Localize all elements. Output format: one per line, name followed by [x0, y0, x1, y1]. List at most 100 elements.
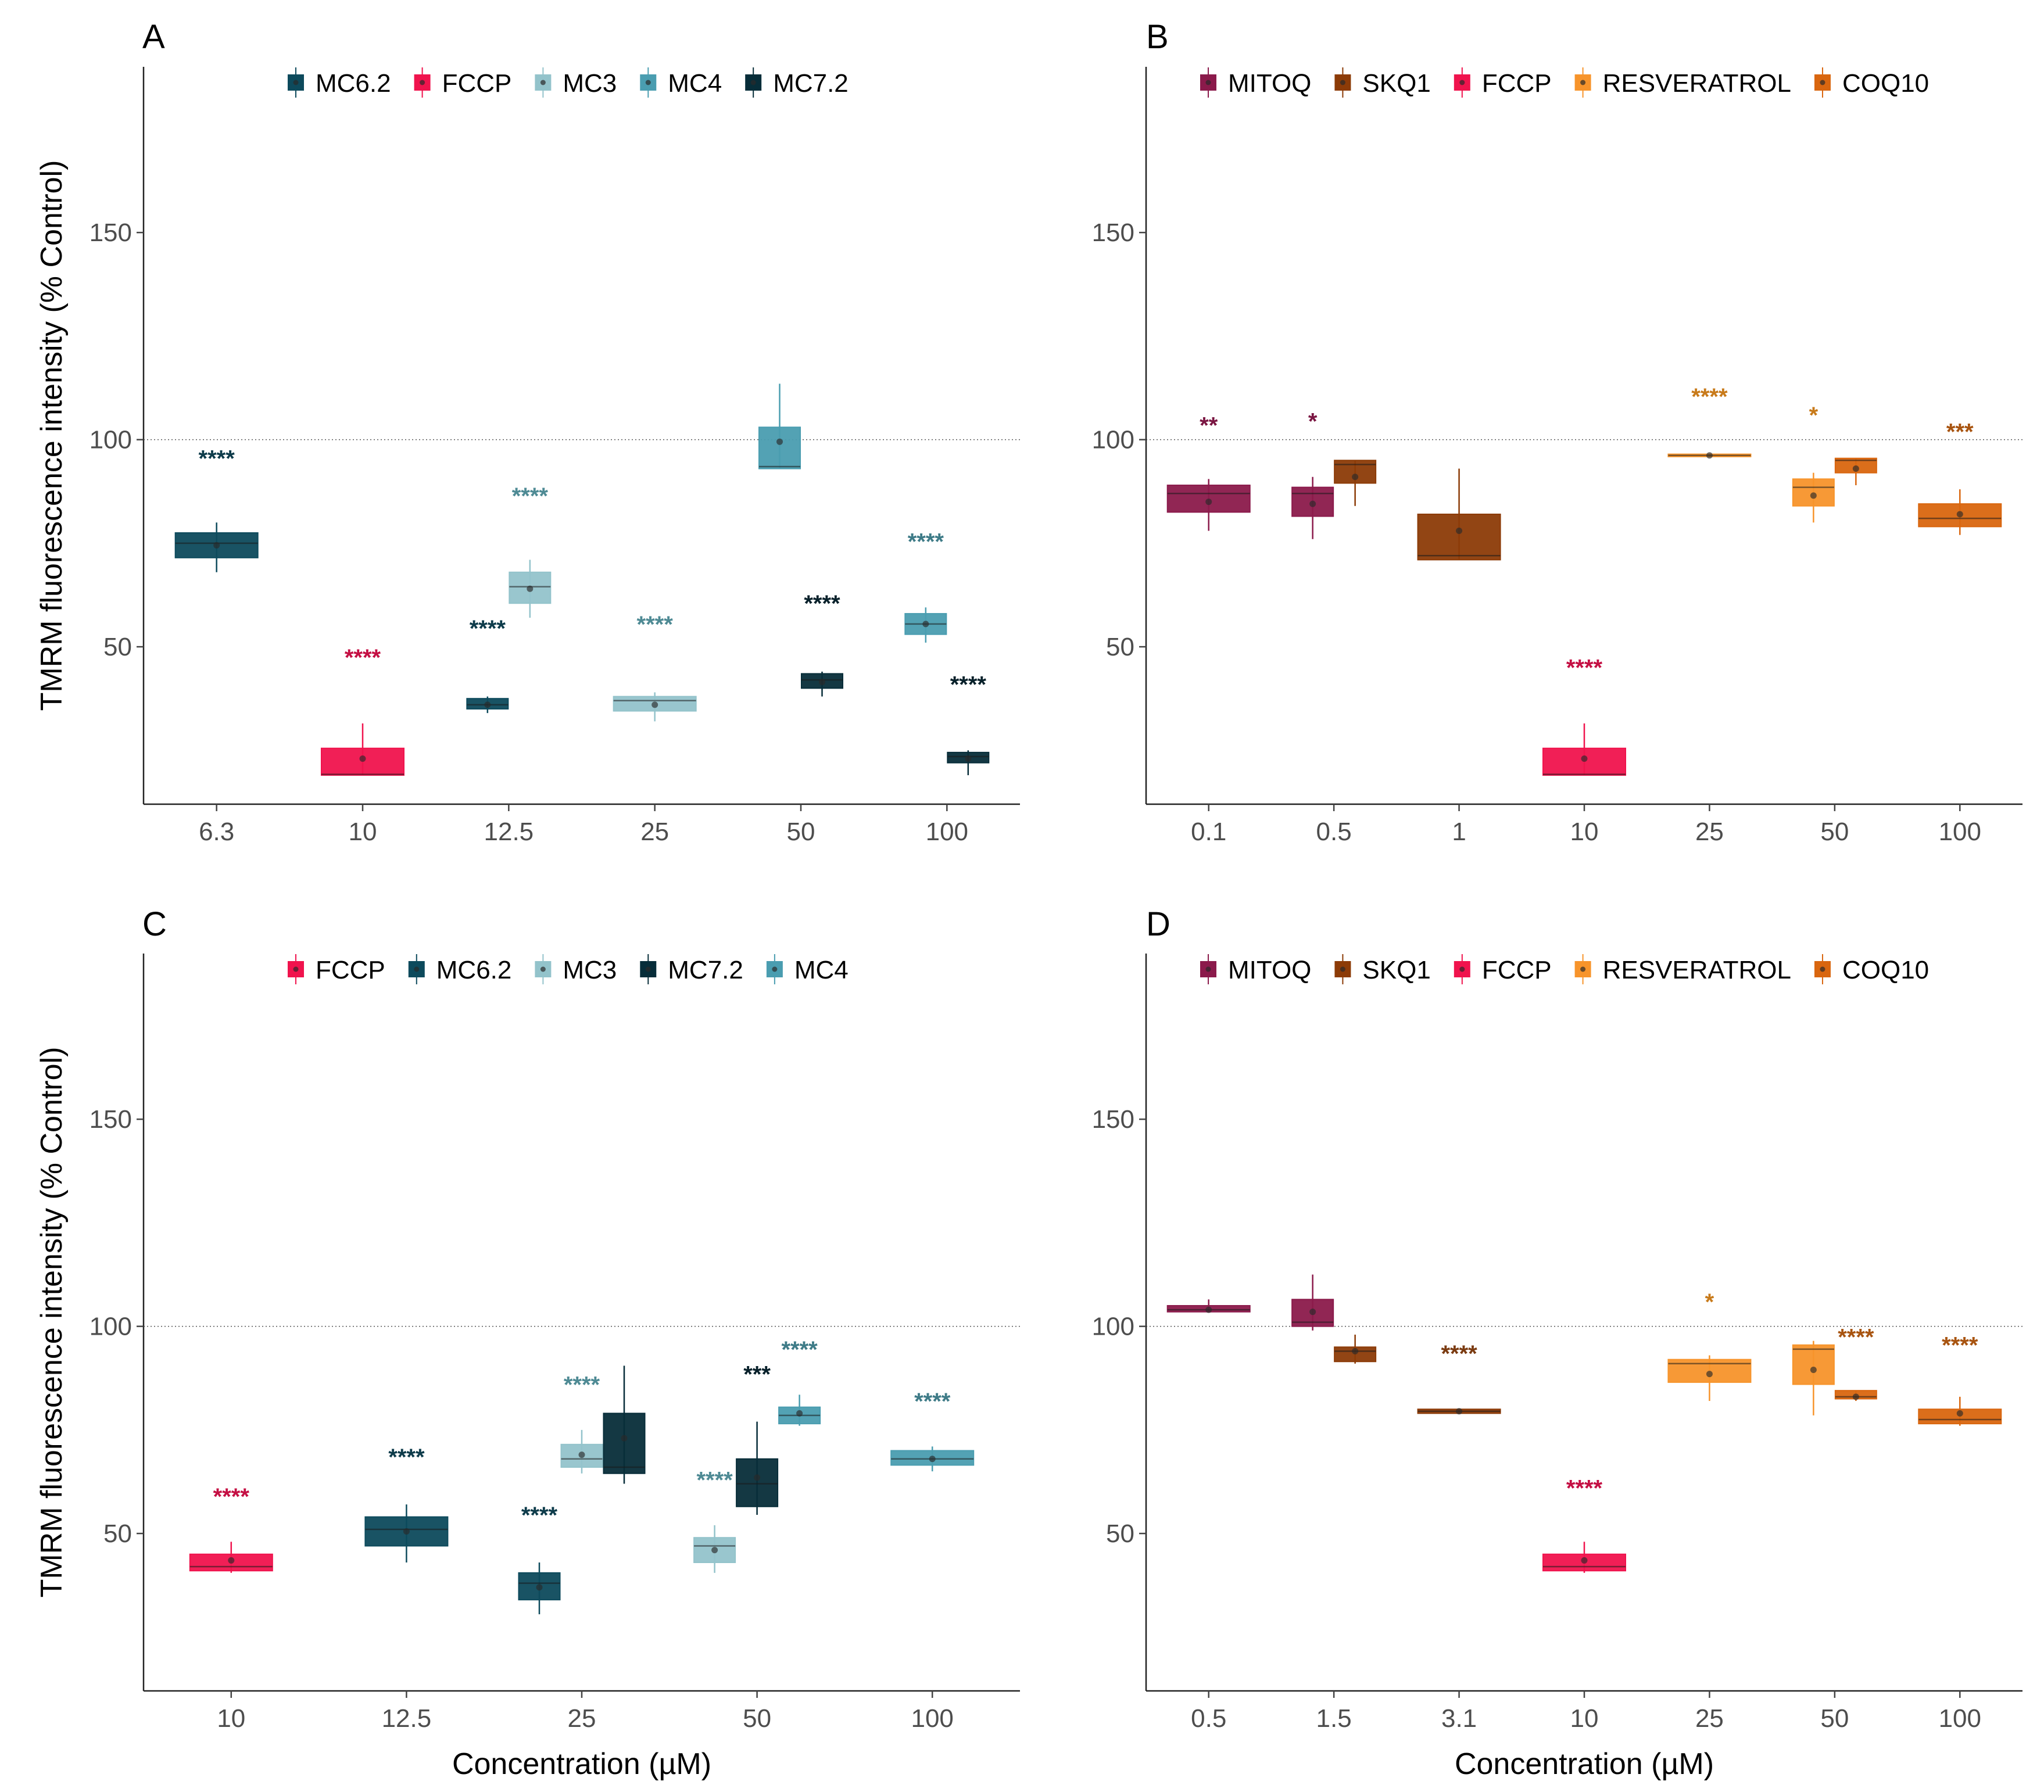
- box-resveratrol-50: [1792, 1341, 1835, 1415]
- legend-dot: [1580, 966, 1586, 972]
- legend-label: MC3: [563, 956, 617, 984]
- significance-label: ****: [1566, 655, 1603, 681]
- box-coq10-100: ****: [1918, 1333, 2002, 1426]
- mean-point: [819, 679, 825, 686]
- x-tick-label: 25: [1695, 1704, 1724, 1733]
- x-tick-label: 0.5: [1316, 818, 1352, 846]
- y-tick-label: 100: [1092, 426, 1134, 454]
- x-tick-label: 10: [217, 1704, 245, 1733]
- x-tick-label: 10: [1570, 818, 1599, 846]
- box-resveratrol-25: *: [1667, 1289, 1752, 1401]
- box-fccp-10: ****: [321, 645, 404, 776]
- significance-label: ****: [950, 672, 987, 697]
- y-tick-label: 150: [90, 218, 132, 247]
- legend-label: COQ10: [1842, 69, 1929, 98]
- box-mc4-50: ****: [778, 1337, 821, 1426]
- mean-point: [965, 755, 972, 762]
- legend-item-resveratrol: RESVERATROL: [1574, 67, 1791, 98]
- significance-label: ****: [199, 446, 235, 472]
- x-tick-label: 0.1: [1191, 818, 1226, 846]
- x-tick-label: 50: [1820, 818, 1849, 846]
- y-tick-label: 100: [1092, 1313, 1134, 1341]
- legend: FCCP MC6.2 MC3 MC7.2 MC4: [288, 954, 849, 984]
- x-tick-label: 10: [349, 818, 377, 846]
- legend-dot: [1205, 966, 1211, 972]
- mean-point: [1581, 1557, 1588, 1564]
- mean-point: [359, 755, 366, 762]
- significance-label: ****: [345, 645, 381, 671]
- panel-label: D: [1146, 905, 1170, 943]
- mean-point: [228, 1557, 235, 1564]
- mean-point: [1852, 465, 1859, 472]
- box-iqr: [758, 427, 801, 469]
- mean-point: [754, 1474, 761, 1481]
- y-tick-label: 100: [90, 1313, 132, 1341]
- significance-label: ***: [743, 1362, 771, 1388]
- mean-point: [484, 701, 491, 708]
- x-tick-label: 100: [911, 1704, 953, 1733]
- box-mc7-2-50: ****: [801, 591, 843, 697]
- box-skq1-1-5: [1334, 1334, 1377, 1364]
- x-axis-title: Concentration (µM): [1455, 1747, 1714, 1781]
- mean-point: [1706, 1371, 1713, 1378]
- mean-point: [1810, 1366, 1817, 1373]
- legend-label: RESVERATROL: [1603, 69, 1791, 98]
- panel-label: C: [142, 905, 167, 943]
- legend-dot: [293, 966, 299, 972]
- mean-point: [1456, 1408, 1463, 1415]
- legend-item-mitoq: MITOQ: [1200, 954, 1311, 984]
- mean-point: [403, 1528, 410, 1535]
- mean-point: [578, 1451, 585, 1458]
- significance-label: ****: [1838, 1324, 1874, 1350]
- significance-label: ****: [637, 612, 674, 637]
- significance-label: *: [1705, 1289, 1714, 1315]
- legend-item-fccp: FCCP: [414, 67, 512, 98]
- legend-label: FCCP: [442, 69, 512, 98]
- legend-label: COQ10: [1842, 956, 1929, 984]
- significance-label: ***: [1946, 419, 1974, 445]
- box-coq10-100: ***: [1918, 419, 2002, 535]
- legend-label: MITOQ: [1228, 956, 1311, 984]
- legend-dot: [1820, 80, 1825, 85]
- box-fccp-10: ****: [1542, 655, 1626, 776]
- box-mc7-2-100: ****: [947, 672, 990, 776]
- legend-dot: [1580, 80, 1586, 85]
- legend-label: RESVERATROL: [1603, 956, 1791, 984]
- x-tick-label: 50: [787, 818, 815, 846]
- x-tick-label: 1.5: [1316, 1704, 1352, 1733]
- significance-label: ****: [1566, 1476, 1603, 1501]
- box-mc7-2-50: ***: [736, 1362, 779, 1515]
- legend-dot: [540, 966, 546, 972]
- legend-item-fccp: FCCP: [1454, 954, 1552, 984]
- box-coq10-50: [1834, 457, 1877, 486]
- x-tick-label: 100: [1939, 818, 1981, 846]
- mean-point: [527, 585, 534, 592]
- y-tick-label: 50: [103, 633, 132, 661]
- legend-dot: [750, 80, 756, 85]
- box-iqr: [603, 1413, 646, 1474]
- mean-point: [1581, 755, 1588, 762]
- y-tick-label: 50: [103, 1519, 132, 1548]
- mean-point: [1309, 500, 1316, 507]
- box-iqr: [1417, 513, 1501, 561]
- legend-item-skq1: SKQ1: [1334, 954, 1431, 984]
- significance-label: ****: [804, 591, 840, 617]
- box-coq10-50: ****: [1834, 1324, 1877, 1401]
- box-mc6-2-12-5: ****: [466, 616, 509, 714]
- box-mitoq-0-5: [1166, 1299, 1251, 1313]
- legend-item-mc7-2: MC7.2: [745, 67, 849, 98]
- significance-label: ****: [1691, 384, 1728, 410]
- y-tick-label: 150: [1092, 1105, 1134, 1134]
- significance-label: ****: [1942, 1333, 1978, 1359]
- legend-dot: [645, 966, 651, 972]
- x-tick-label: 100: [926, 818, 968, 846]
- y-axis-title: TMRM fluorescence intensity (% Control): [35, 160, 69, 711]
- legend: MITOQ SKQ1 FCCP RESVERATROL COQ10: [1200, 67, 1929, 98]
- box-resveratrol-25: ****: [1667, 384, 1752, 459]
- legend: MITOQ SKQ1 FCCP RESVERATROL COQ10: [1200, 954, 1929, 984]
- box-iqr: [693, 1537, 736, 1563]
- mean-point: [776, 438, 783, 445]
- box-mc6-2-25: ****: [518, 1503, 561, 1615]
- box-iqr: [1792, 1344, 1835, 1385]
